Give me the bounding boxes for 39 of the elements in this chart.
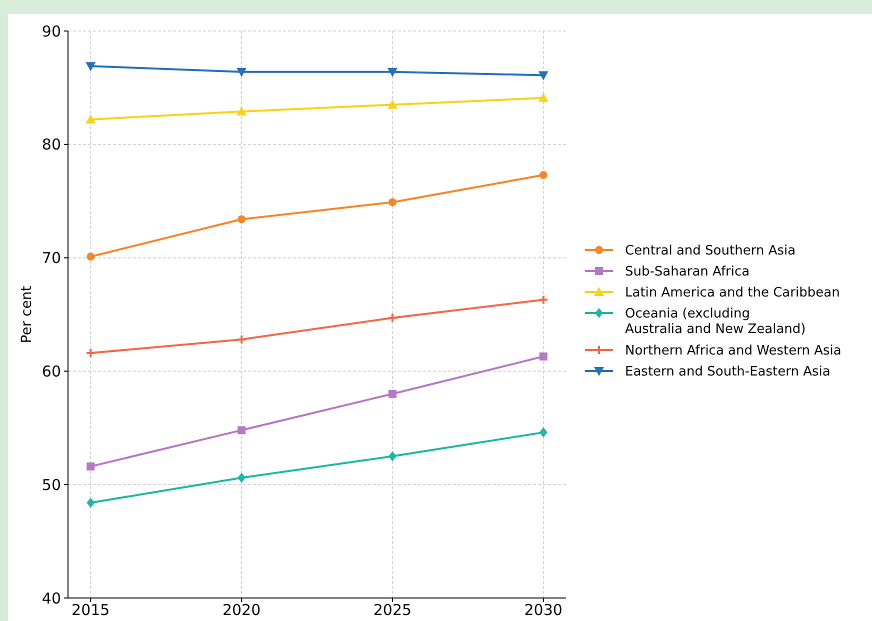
legend-label: Oceania (excluding Australia and New Zealand) [625, 306, 806, 338]
legend-label: Latin America and the Caribbean [625, 286, 840, 301]
x-tick-label: 2015 [72, 601, 110, 619]
legend-label: Sub-Saharan Africa [625, 264, 750, 280]
point [539, 427, 548, 438]
point [388, 451, 396, 462]
point [538, 71, 548, 80]
point [387, 68, 398, 77]
point [236, 106, 247, 116]
point [388, 198, 396, 206]
point [86, 62, 96, 72]
point [387, 312, 398, 323]
point [238, 426, 246, 434]
point [539, 352, 548, 360]
point [538, 92, 548, 102]
x-tick-label: 2025 [373, 601, 412, 619]
legend-label: Eastern and South-Eastern Asia [625, 364, 830, 380]
point [86, 498, 95, 508]
point [387, 100, 398, 109]
point [388, 390, 396, 398]
y-tick-label: 50 [42, 476, 61, 494]
legend-label: Northern Africa and Western Asia [625, 344, 842, 359]
y-tick-label: 70 [42, 249, 61, 268]
x-tick-label: 2030 [524, 601, 562, 619]
point [238, 215, 246, 224]
point [86, 252, 95, 261]
point [539, 171, 548, 180]
point [236, 68, 247, 77]
point [236, 334, 247, 344]
point [86, 462, 95, 470]
y-tick-label: 80 [42, 136, 61, 154]
y-tick-label: 90 [42, 22, 61, 40]
point [86, 114, 96, 124]
y-tick-label: 60 [42, 362, 61, 380]
x-tick-label: 2020 [222, 601, 261, 619]
point [238, 472, 246, 483]
y-axis-title: Per cent [19, 285, 35, 344]
y-tick-label: 40 [42, 589, 61, 608]
legend-label: Central and Southern Asia [625, 244, 796, 259]
